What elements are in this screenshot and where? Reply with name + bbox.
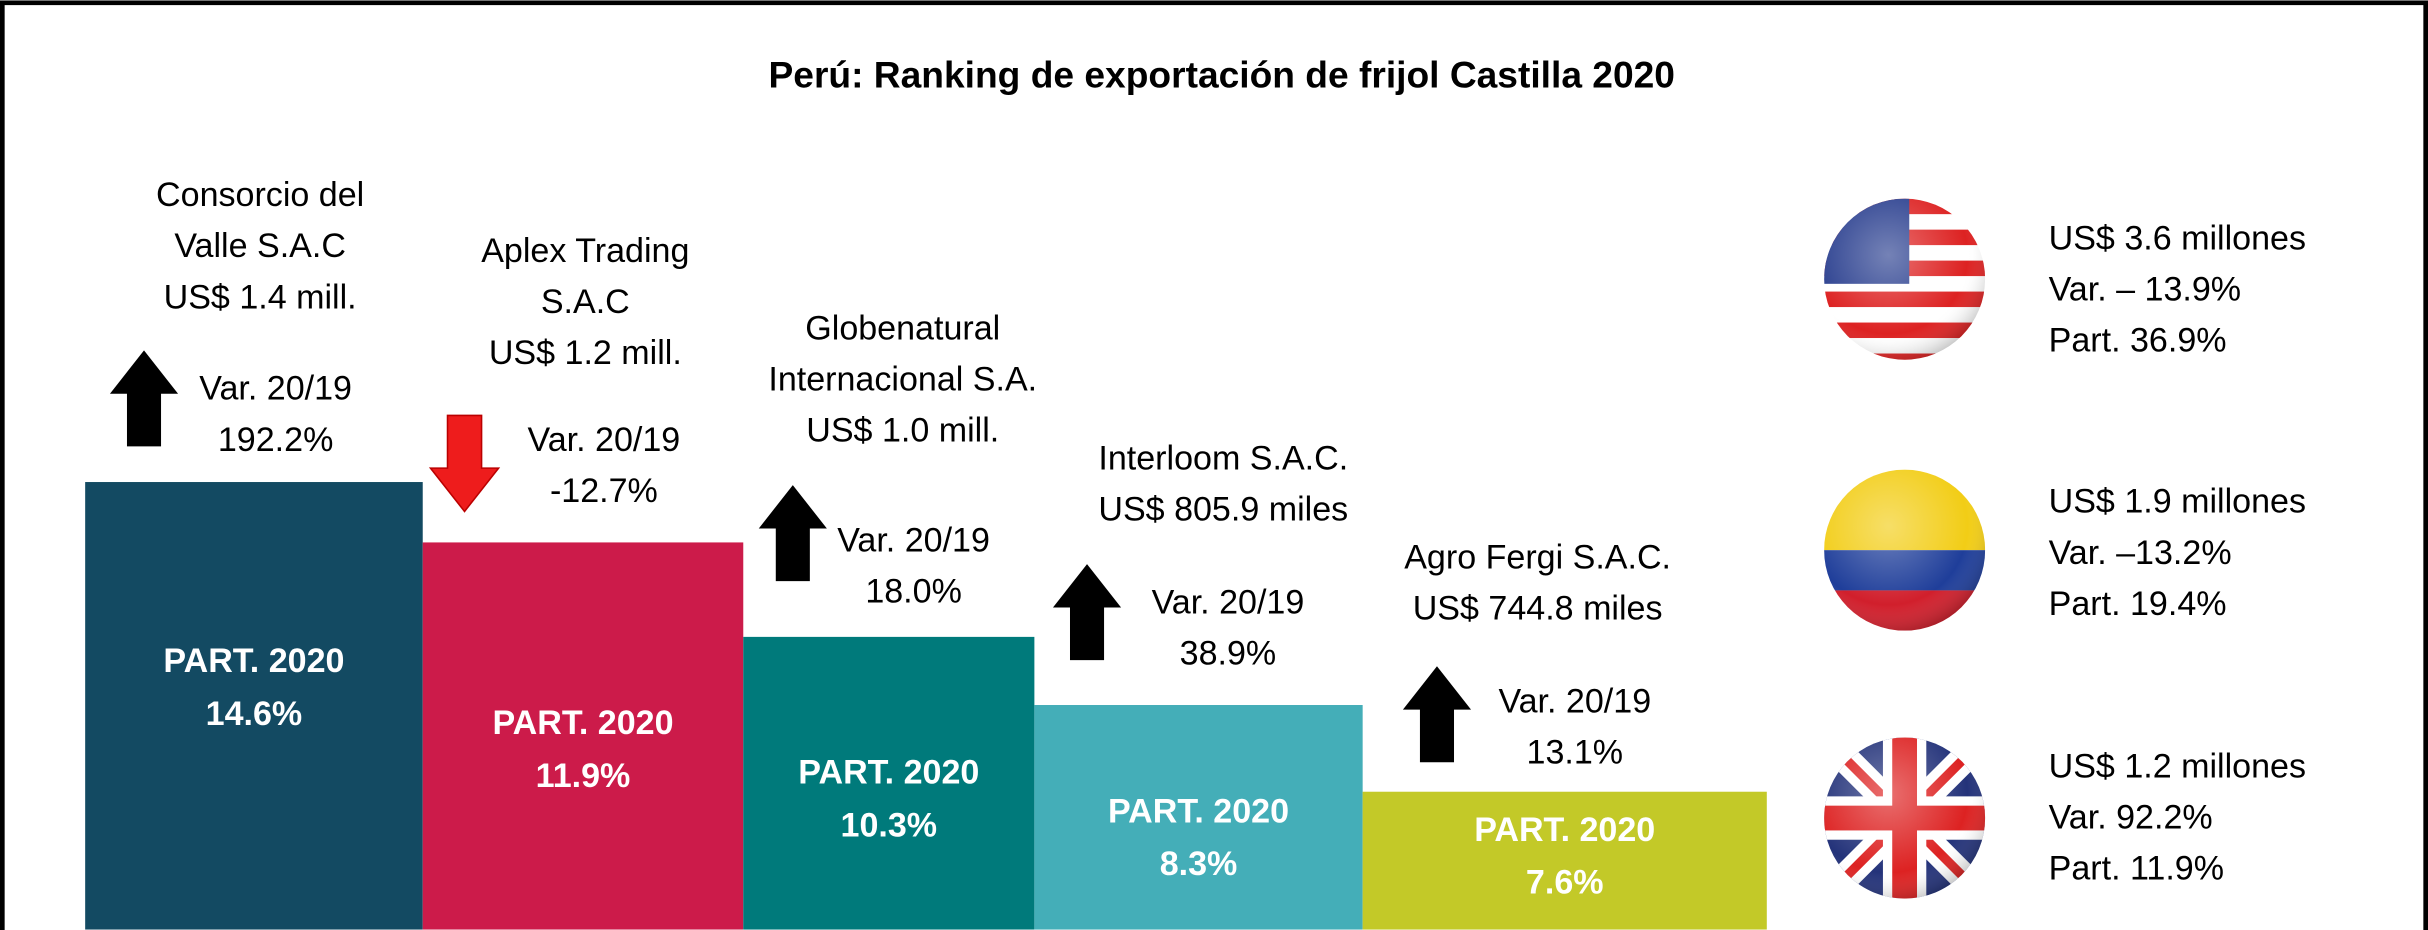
trend-arrow [109,350,179,447]
part-label: PART. 2020 [163,642,344,680]
bar [422,542,744,930]
company-name: Agro Fergi S.A.C. [1404,538,1671,576]
company-value: US$ 1.2 mill. [489,334,682,372]
trend-arrow [758,485,827,582]
market-value: US$ 3.6 millones [2049,219,2306,257]
part-label: PART. 2020 [798,754,979,792]
company-name: Internacional S.A. [768,360,1037,398]
var-label: Var. 20/19 [1498,682,1651,720]
market-value: US$ 1.9 millones [2049,483,2306,521]
company-name: Globenatural [805,309,1000,347]
var-value: 38.9% [1180,634,1277,672]
part-label: PART. 2020 [492,704,673,742]
bar [85,482,423,930]
market-part: Part. 36.9% [2049,322,2227,360]
market-part: Part. 19.4% [2049,585,2227,623]
flag-colombia [1824,469,1986,631]
part-label: PART. 2020 [1474,811,1655,849]
part-value: 14.6% [206,695,303,733]
var-value: -12.7% [550,472,658,510]
company-value: US$ 1.0 mill. [806,411,999,449]
company-value: US$ 805.9 miles [1098,490,1348,528]
market-var: Var. 92.2% [2049,799,2213,837]
bar [1034,705,1363,930]
part-value: 7.6% [1526,864,1604,902]
part-label: PART. 2020 [1108,792,1289,830]
var-value: 18.0% [865,573,962,611]
company-value: US$ 744.8 miles [1413,590,1663,628]
var-label: Var. 20/19 [1152,583,1305,621]
flag-us [1824,198,1986,360]
part-value: 8.3% [1160,845,1238,883]
company-name: Valle S.A.C [174,227,346,265]
bar [743,636,1035,930]
bar [1362,791,1767,930]
var-label: Var. 20/19 [199,370,352,408]
company-name: Aplex Trading [481,232,689,270]
part-value: 11.9% [536,757,631,795]
part-value: 10.3% [841,806,938,844]
market-value: US$ 1.2 millones [2049,748,2306,786]
title: Perú: Ranking de exportación de frijol C… [769,54,1675,96]
company-name: Consorcio del [156,176,364,214]
var-value: 13.1% [1527,734,1624,772]
var-label: Var. 20/19 [528,421,681,459]
market-part: Part. 11.9% [2049,850,2224,888]
var-value: 192.2% [218,421,333,459]
market-var: Var. –13.2% [2049,534,2232,572]
company-name: Interloom S.A.C. [1098,439,1348,477]
trend-arrow [428,414,501,513]
flag-uk [1824,737,1986,899]
trend-arrow [1402,666,1472,763]
var-label: Var. 20/19 [837,521,990,559]
market-var: Var. – 13.9% [2049,271,2241,309]
trend-arrow [1052,564,1122,661]
company-value: US$ 1.4 mill. [164,278,357,316]
company-name: S.A.C [541,283,630,321]
